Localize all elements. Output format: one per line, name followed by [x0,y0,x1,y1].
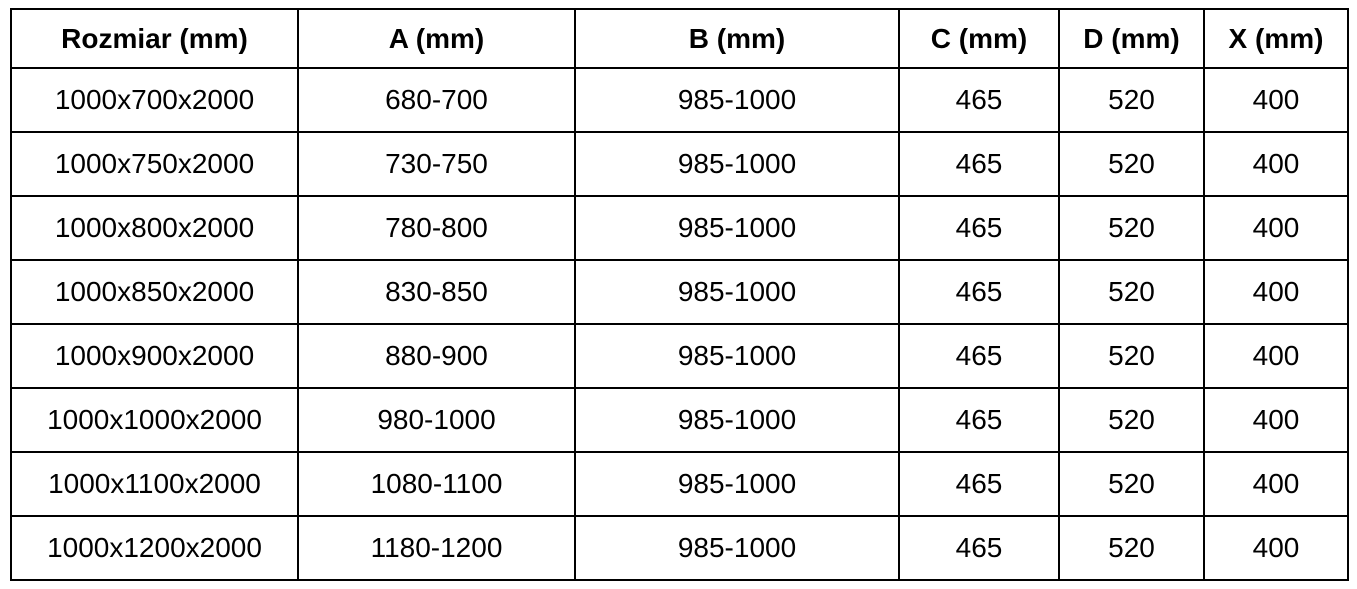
table-cell: 465 [898,515,1060,581]
table-cell: 465 [898,195,1060,261]
table-cell: 730-750 [297,131,576,197]
table-cell: 465 [898,259,1060,325]
table-cell: 465 [898,387,1060,453]
size-table: Rozmiar (mm) A (mm) B (mm) C (mm) D (mm) X (m… [10,8,1349,581]
table-cell: 520 [1058,387,1205,453]
column-header: D (mm) [1058,8,1205,69]
table-cell: 1000x1200x2000 [10,515,299,581]
column-header: A (mm) [297,8,576,69]
table-cell: 980-1000 [297,387,576,453]
table-cell: 985-1000 [574,387,900,453]
table-row: 1000x800x2000 780-800 985-1000 465 520 400 [10,195,1349,261]
table-cell: 465 [898,323,1060,389]
table-cell: 465 [898,131,1060,197]
table-cell: 880-900 [297,323,576,389]
table-cell: 400 [1203,195,1349,261]
table-cell: 520 [1058,323,1205,389]
table-cell: 1000x1100x2000 [10,451,299,517]
table-cell: 520 [1058,451,1205,517]
table-cell: 985-1000 [574,67,900,133]
table-row: 1000x1200x2000 1180-1200 985-1000 465 520 400 [10,515,1349,581]
table-row: 1000x850x2000 830-850 985-1000 465 520 400 [10,259,1349,325]
table-row: 1000x1000x2000 980-1000 985-1000 465 520 400 [10,387,1349,453]
table-cell: 400 [1203,323,1349,389]
table-cell: 400 [1203,515,1349,581]
size-table-container: Rozmiar (mm) A (mm) B (mm) C (mm) D (mm) X (m… [10,8,1349,581]
table-cell: 1000x750x2000 [10,131,299,197]
table-cell: 400 [1203,387,1349,453]
table-cell: 1080-1100 [297,451,576,517]
table-cell: 400 [1203,131,1349,197]
table-row: 1000x900x2000 880-900 985-1000 465 520 400 [10,323,1349,389]
table-cell: 465 [898,67,1060,133]
table-header: Rozmiar (mm) A (mm) B (mm) C (mm) D (mm) X (m… [10,8,1349,69]
column-header: B (mm) [574,8,900,69]
table-cell: 1000x700x2000 [10,67,299,133]
table-cell: 520 [1058,131,1205,197]
table-cell: 830-850 [297,259,576,325]
table-cell: 985-1000 [574,195,900,261]
table-cell: 1000x900x2000 [10,323,299,389]
table-row: 1000x750x2000 730-750 985-1000 465 520 400 [10,131,1349,197]
table-cell: 985-1000 [574,451,900,517]
table-cell: 400 [1203,259,1349,325]
table-cell: 400 [1203,67,1349,133]
table-body: 1000x700x2000 680-700 985-1000 465 520 400 100… [10,67,1349,581]
table-cell: 1180-1200 [297,515,576,581]
table-cell: 985-1000 [574,323,900,389]
table-cell: 520 [1058,195,1205,261]
table-row: 1000x1100x2000 1080-1100 985-1000 465 520 400 [10,451,1349,517]
table-cell: 985-1000 [574,259,900,325]
table-cell: 680-700 [297,67,576,133]
column-header: Rozmiar (mm) [10,8,299,69]
table-cell: 465 [898,451,1060,517]
table-cell: 985-1000 [574,131,900,197]
table-cell: 1000x850x2000 [10,259,299,325]
column-header: C (mm) [898,8,1060,69]
table-row: 1000x700x2000 680-700 985-1000 465 520 400 [10,67,1349,133]
table-cell: 1000x800x2000 [10,195,299,261]
table-cell: 1000x1000x2000 [10,387,299,453]
table-cell: 520 [1058,259,1205,325]
table-cell: 520 [1058,515,1205,581]
table-cell: 985-1000 [574,515,900,581]
table-cell: 400 [1203,451,1349,517]
table-header-row: Rozmiar (mm) A (mm) B (mm) C (mm) D (mm) X (m… [10,8,1349,69]
table-cell: 780-800 [297,195,576,261]
column-header: X (mm) [1203,8,1349,69]
table-cell: 520 [1058,67,1205,133]
